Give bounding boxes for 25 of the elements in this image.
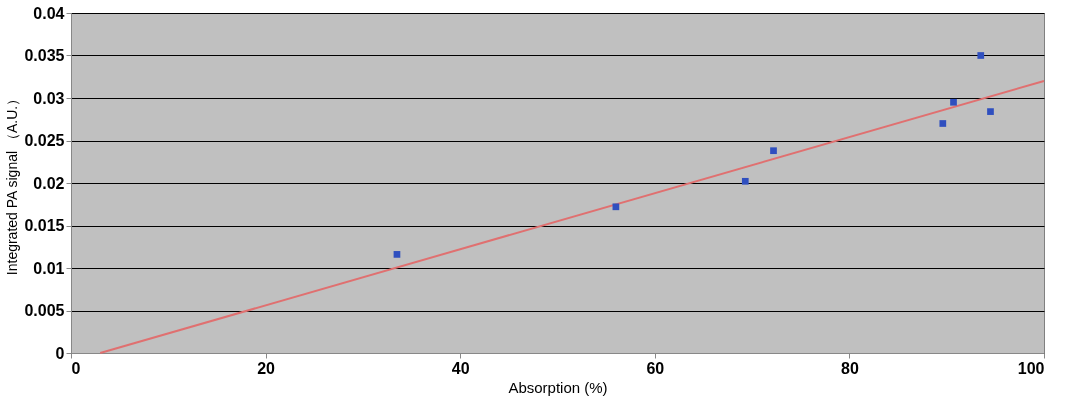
x-tick-label: 60 xyxy=(646,359,665,377)
y-tick-label: 0.025 xyxy=(24,132,65,149)
x-tick-label: 0 xyxy=(71,359,81,377)
y-tick-label: 0 xyxy=(55,344,65,362)
y-tick-label: 0.035 xyxy=(24,47,65,64)
point xyxy=(612,203,620,211)
point xyxy=(977,52,985,59)
y-tick-label: 0.03 xyxy=(33,89,65,107)
point xyxy=(770,147,777,155)
point xyxy=(939,120,947,127)
y-tick-label: 0.04 xyxy=(33,4,65,22)
point xyxy=(741,177,749,185)
y-tick-label: 0.005 xyxy=(24,302,65,319)
y-axis-title: Integrated PA signal （A.U.） xyxy=(4,91,21,276)
x-axis-title: Absorption (%) xyxy=(508,378,608,396)
y-tick-label: 0.01 xyxy=(33,259,65,277)
point xyxy=(393,251,401,258)
x-tick-label: 40 xyxy=(451,359,470,377)
x-tick-label: 20 xyxy=(257,359,276,377)
point xyxy=(950,98,957,106)
y-tick-label: 0.02 xyxy=(33,174,65,192)
x-tick-label: 80 xyxy=(841,359,859,377)
y-tick-label: 0.015 xyxy=(24,217,65,234)
point xyxy=(987,108,994,115)
x-tick-label: 100 xyxy=(1017,359,1045,377)
